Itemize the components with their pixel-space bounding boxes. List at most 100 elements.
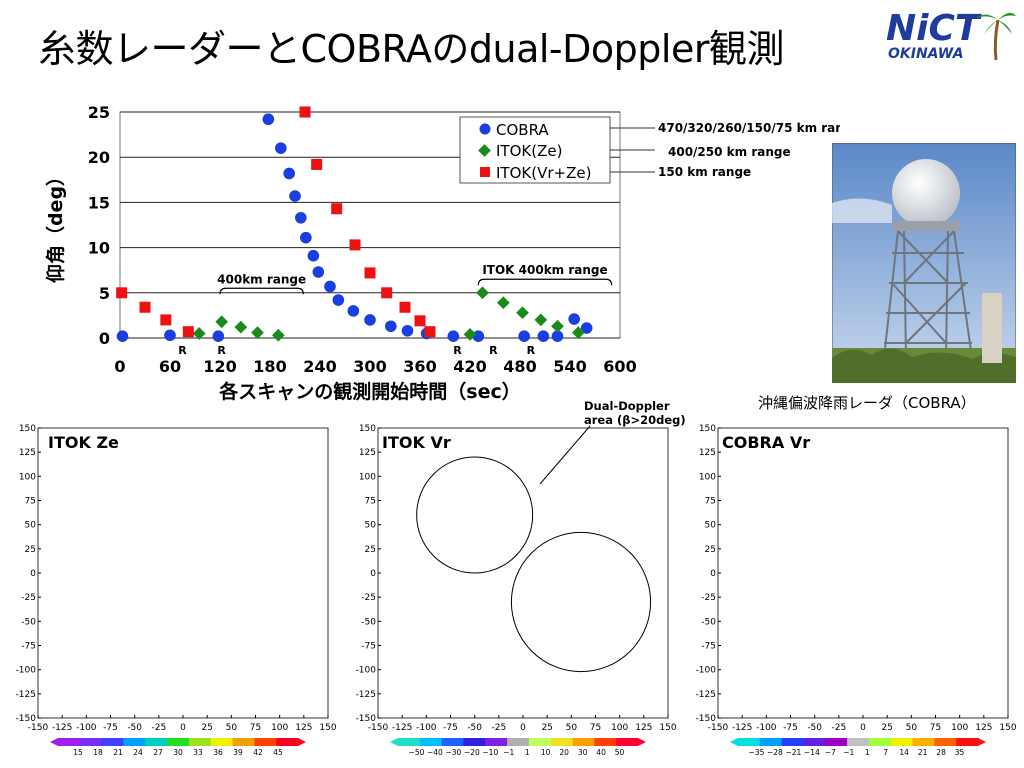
map-x-tick-label: 25 bbox=[881, 723, 892, 733]
y-tick-label: 25 bbox=[88, 103, 110, 122]
range-annotation-label: 400km range bbox=[217, 272, 306, 286]
point-cobra bbox=[332, 294, 345, 306]
point-itok-vr-ze bbox=[414, 315, 426, 327]
colorbar-segment bbox=[759, 738, 783, 746]
colorbar-segment bbox=[616, 738, 639, 746]
colorbar-label: 50 bbox=[615, 748, 625, 757]
y-tick-label: 0 bbox=[99, 329, 110, 348]
point-cobra bbox=[447, 330, 460, 342]
dual-doppler-circles bbox=[416, 456, 652, 673]
r-mark: R bbox=[453, 344, 462, 357]
point-cobra bbox=[472, 330, 485, 342]
colorbar-label: 33 bbox=[193, 748, 203, 757]
map-y-tick-label: -50 bbox=[701, 617, 716, 627]
colorbar-segment bbox=[956, 738, 979, 746]
colorbar-segment bbox=[188, 738, 212, 746]
colorbar-arrow-left bbox=[390, 738, 398, 746]
map-y-tick-label: 150 bbox=[699, 424, 716, 434]
colorbar-label: 30 bbox=[578, 748, 588, 757]
point-cobra bbox=[518, 330, 530, 342]
map-x-tick-label: 75 bbox=[930, 723, 941, 733]
map-y-tick-label: -100 bbox=[16, 666, 37, 676]
point-itok-vr-ze bbox=[349, 239, 361, 251]
legend-marker-itok-ze bbox=[478, 144, 491, 157]
point-cobra bbox=[289, 190, 301, 202]
colorbar-segment bbox=[485, 738, 508, 746]
map-x-tick-label: 125 bbox=[975, 723, 992, 733]
x-tick-label: 60 bbox=[159, 357, 181, 376]
colorbar-segment bbox=[847, 738, 870, 746]
itok-ze-colorbar: 15 18 21 24 27 30 33 36 39 42 45 bbox=[50, 738, 306, 757]
colorbar-label: 7 bbox=[883, 748, 888, 757]
colorbar-label: 10 bbox=[541, 748, 551, 757]
map-x-tick-label: 125 bbox=[295, 723, 312, 733]
dual-doppler-circle-cobra bbox=[510, 531, 652, 673]
colorbar-label: −40 bbox=[427, 748, 443, 757]
colorbar-label: −1 bbox=[503, 748, 514, 757]
colorbar-label: 21 bbox=[113, 748, 123, 757]
map-x-tick-label: -75 bbox=[783, 723, 798, 733]
point-itok-ze bbox=[476, 286, 489, 300]
point-cobra bbox=[295, 211, 307, 224]
colorbar-label: 1 bbox=[525, 748, 530, 757]
map-y-tick-label: -50 bbox=[361, 617, 376, 627]
colorbar-segment bbox=[419, 738, 443, 746]
map-x-tick-label: 125 bbox=[635, 723, 652, 733]
point-cobra bbox=[275, 142, 287, 154]
r-mark: R bbox=[489, 344, 498, 357]
point-cobra bbox=[116, 330, 129, 342]
map-x-tick-label: -75 bbox=[103, 723, 118, 733]
map-x-tick-label: 50 bbox=[226, 723, 238, 733]
map-y-tick-label: 0 bbox=[370, 569, 376, 579]
colorbar-segment bbox=[398, 738, 421, 746]
colorbar-label: 18 bbox=[93, 748, 103, 757]
point-itok-vr-ze bbox=[116, 287, 128, 299]
point-cobra bbox=[551, 330, 564, 342]
colorbar-segment bbox=[594, 738, 617, 746]
map-y-tick-label: 50 bbox=[25, 521, 37, 531]
map-x-tick-label: -150 bbox=[28, 723, 49, 733]
range-note-2: 400/250 km range bbox=[668, 145, 791, 159]
point-itok-vr-ze bbox=[160, 314, 172, 326]
colorbar-segment bbox=[232, 738, 255, 746]
point-cobra bbox=[262, 113, 275, 126]
map-y-tick-label: 100 bbox=[699, 472, 716, 482]
elevation-scan-chart: 0 60 120 180 240 300 360 420 480 540 600 051015202… bbox=[44, 103, 840, 403]
point-cobra bbox=[364, 314, 376, 326]
point-cobra bbox=[324, 280, 336, 293]
colorbar-arrow-left bbox=[50, 738, 58, 746]
map-x-tick-label: -50 bbox=[807, 723, 822, 733]
y-tick-label: 10 bbox=[88, 239, 110, 258]
colorbar-label: −20 bbox=[464, 748, 480, 757]
y-tick-label: 5 bbox=[99, 284, 110, 303]
map-x-tick-label: -125 bbox=[392, 723, 412, 733]
map-y-tick-label: -150 bbox=[16, 714, 37, 724]
colorbar-segment bbox=[441, 738, 464, 746]
itok-vr-map: -150-150-125-125-100-100-75-75-50-50-25-… bbox=[356, 424, 677, 757]
point-cobra bbox=[307, 249, 320, 262]
map-y-tick-label: -125 bbox=[16, 690, 36, 700]
x-axis-ticks: 0 60 120 180 240 300 360 420 480 540 600 bbox=[114, 357, 636, 376]
map-y-tick-label: 75 bbox=[25, 497, 36, 507]
point-cobra bbox=[164, 329, 176, 342]
point-cobra bbox=[212, 330, 225, 342]
legend-label-itok-ze: ITOK(Ze) bbox=[496, 142, 562, 160]
y-tick-label: 20 bbox=[88, 148, 110, 167]
itok-ze-axes: -150-150-125-125-100-100-75-75-50-50-25-… bbox=[16, 424, 337, 733]
colorbar-segment bbox=[890, 738, 914, 746]
map-y-tick-label: 75 bbox=[365, 497, 376, 507]
colorbar-segment bbox=[101, 738, 124, 746]
colorbar-label: −14 bbox=[804, 748, 820, 757]
colorbar-segment bbox=[145, 738, 168, 746]
range-annotation-label: ITOK 400km range bbox=[482, 263, 607, 277]
colorbar-label: 1 bbox=[865, 748, 870, 757]
map-x-tick-label: 150 bbox=[999, 723, 1016, 733]
colorbar-label: 45 bbox=[273, 748, 283, 757]
colorbar-label: −1 bbox=[843, 748, 854, 757]
colorbar-label: 24 bbox=[133, 748, 143, 757]
point-itok-vr-ze bbox=[182, 326, 194, 338]
colorbar-segment bbox=[572, 738, 595, 746]
legend-label-cobra: COBRA bbox=[496, 121, 549, 139]
colorbar-segment bbox=[912, 738, 935, 746]
